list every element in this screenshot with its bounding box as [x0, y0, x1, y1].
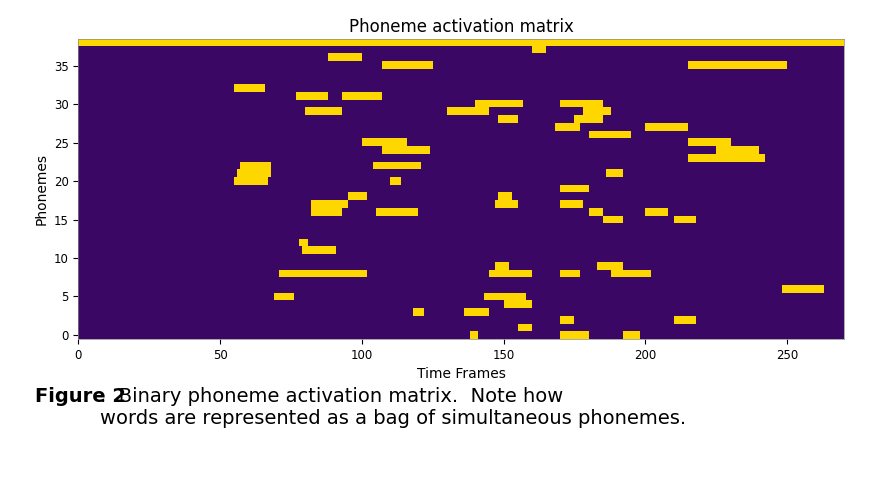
Text: .  Binary phoneme activation matrix.  Note how
words are represented as a bag of: . Binary phoneme activation matrix. Note…: [100, 387, 686, 428]
X-axis label: Time Frames: Time Frames: [416, 367, 505, 381]
Title: Phoneme activation matrix: Phoneme activation matrix: [348, 18, 573, 36]
Y-axis label: Phonemes: Phonemes: [34, 153, 48, 225]
Text: Figure 2: Figure 2: [35, 387, 126, 406]
